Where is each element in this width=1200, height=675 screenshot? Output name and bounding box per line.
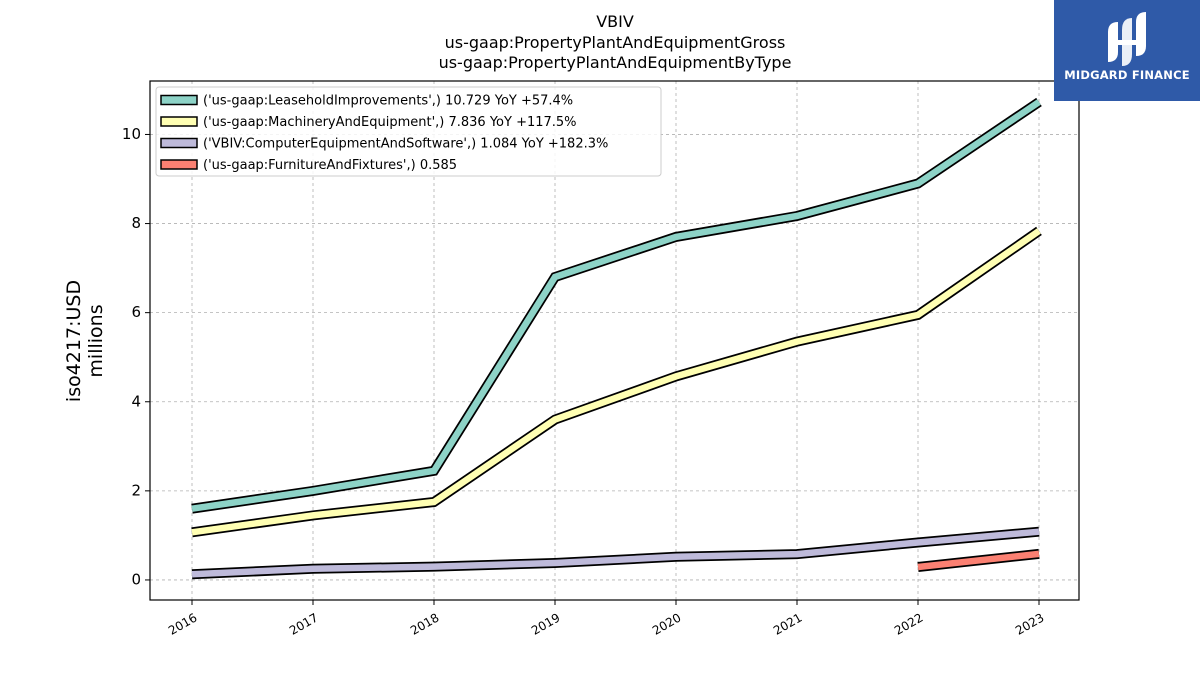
x-tick-label: 2022 xyxy=(892,610,925,637)
series-line-0 xyxy=(191,97,1042,514)
x-tick-label: 2017 xyxy=(287,610,320,637)
y-axis-label-line-1: iso4217:USD xyxy=(63,280,85,402)
midgard-logo-icon xyxy=(1108,12,1146,66)
y-tick-label: 2 xyxy=(131,481,141,499)
x-tick-label: 2021 xyxy=(771,610,804,637)
legend: ('us-gaap:LeaseholdImprovements',) 10.72… xyxy=(155,86,662,177)
y-axis-label-line-2: millions xyxy=(85,304,107,377)
x-tick-label: 2018 xyxy=(408,610,441,637)
logo-text: MIDGARD FINANCE xyxy=(1064,68,1190,82)
legend-label: ('us-gaap:MachineryAndEquipment',) 7.836… xyxy=(203,115,577,130)
chart-title-line-3: us-gaap:PropertyPlantAndEquipmentByType xyxy=(439,53,792,72)
series-line-stroke xyxy=(191,99,1041,512)
y-tick-label: 4 xyxy=(131,392,141,410)
series-line-stroke xyxy=(917,550,1040,571)
series-line-stroke xyxy=(191,228,1041,536)
legend-item: ('us-gaap:MachineryAndEquipment',) 7.836… xyxy=(160,115,577,130)
midgard-logo: MIDGARD FINANCE xyxy=(1054,0,1200,101)
legend-label: ('VBIV:ComputerEquipmentAndSoftware',) 1… xyxy=(203,137,608,152)
plot-area xyxy=(149,80,1080,601)
series-lines xyxy=(191,97,1042,580)
series-line-1 xyxy=(191,226,1042,538)
legend-box xyxy=(155,86,662,177)
legend-swatch xyxy=(160,116,198,127)
legend-swatch xyxy=(160,94,198,106)
legend-item: ('VBIV:ComputerEquipmentAndSoftware',) 1… xyxy=(160,137,608,152)
chart-title-line-2: us-gaap:PropertyPlantAndEquipmentGross xyxy=(445,33,786,52)
chart-title: VBIV us-gaap:PropertyPlantAndEquipmentGr… xyxy=(439,12,792,72)
x-tick-label: 2020 xyxy=(650,610,683,637)
legend-swatch xyxy=(160,137,198,149)
legend-label: ('us-gaap:LeaseholdImprovements',) 10.72… xyxy=(203,94,573,109)
x-tick-label: 2016 xyxy=(166,610,199,637)
y-tick-label: 10 xyxy=(122,125,141,143)
legend-item: ('us-gaap:LeaseholdImprovements',) 10.72… xyxy=(160,94,573,109)
y-tick-label: 8 xyxy=(131,214,141,232)
y-tick-label: 6 xyxy=(131,303,141,321)
legend-label: ('us-gaap:FurnitureAndFixtures',) 0.585 xyxy=(203,158,457,173)
legend-swatch xyxy=(160,159,198,170)
series-line-2 xyxy=(191,526,1040,580)
y-tick-label: 0 xyxy=(131,570,141,588)
legend-item: ('us-gaap:FurnitureAndFixtures',) 0.585 xyxy=(160,158,457,173)
series-line-stroke xyxy=(191,528,1040,578)
x-tick-label: 2023 xyxy=(1013,610,1046,637)
chart-title-line-1: VBIV xyxy=(596,12,634,31)
x-tick-label: 2019 xyxy=(529,610,562,637)
y-axis-label: iso4217:USD millions xyxy=(63,280,107,402)
series-line-3 xyxy=(917,548,1040,572)
